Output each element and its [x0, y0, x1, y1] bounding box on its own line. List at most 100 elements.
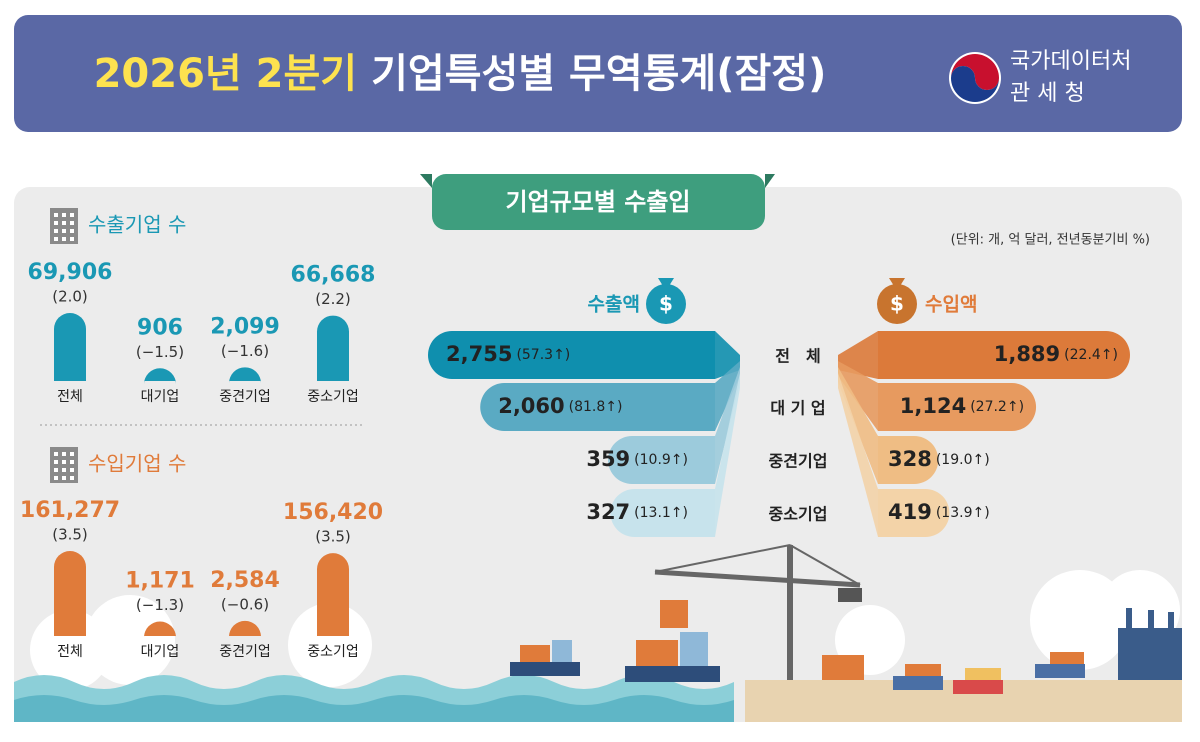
category-label: 대기업 [141, 644, 180, 660]
building-window [70, 213, 74, 217]
money-symbol: $ [659, 292, 673, 316]
unit-note: (단위: 개, 억 달러, 전년동분기비 %) [951, 233, 1150, 248]
import-funnel [838, 373, 878, 537]
import-bar [878, 383, 1037, 431]
building-window [54, 476, 58, 480]
building-window [70, 460, 74, 464]
building-window [70, 221, 74, 225]
import-bar [878, 489, 950, 537]
import-change: (13.9↑) [936, 505, 990, 521]
agency-2: 관 세 청 [1010, 81, 1085, 106]
import-change: (27.2↑) [970, 399, 1024, 415]
money-bag-top [658, 278, 674, 286]
import-change: (22.4↑) [1064, 347, 1118, 363]
export-change: (10.9↑) [634, 452, 688, 468]
export-change: (13.1↑) [634, 505, 688, 521]
money-bag [646, 284, 686, 324]
building-window [62, 229, 66, 233]
building-window [54, 237, 58, 241]
bar [144, 621, 176, 638]
building-window [70, 452, 74, 456]
value-label: 1,171 [125, 568, 195, 593]
import-value: 1,124 [900, 394, 966, 418]
change-label: (3.5) [315, 528, 351, 546]
building-window [62, 221, 66, 225]
money-symbol: $ [890, 292, 904, 316]
import-funnel [838, 367, 878, 484]
building-window [62, 468, 66, 472]
building-window [54, 460, 58, 464]
value-label: 66,668 [291, 263, 376, 288]
building-window [54, 221, 58, 225]
building-window [54, 213, 58, 217]
export-change: (57.3↑) [516, 347, 570, 363]
export-funnel [715, 367, 740, 484]
change-label: (3.5) [52, 526, 88, 544]
category-label: 중견기업 [219, 389, 271, 405]
export-label: 2,060 (81.8↑) [498, 394, 622, 418]
bar [54, 551, 86, 636]
export-bar [610, 489, 715, 537]
change-label: (2.2) [315, 290, 351, 308]
building-window [62, 452, 66, 456]
money-bag-top [889, 278, 905, 286]
category-label: 중소기업 [307, 644, 359, 660]
import-value: 1,889 [994, 342, 1060, 366]
bar [54, 313, 86, 381]
logo-red [951, 54, 999, 90]
section-title: 기업규모별 수출입 [506, 188, 691, 216]
bar [229, 367, 261, 384]
category-label: 전 체 [775, 347, 820, 366]
change-label: (−1.6) [221, 342, 269, 360]
panel-title: 수입기업 수 [88, 452, 186, 476]
import-funnel [838, 361, 878, 431]
export-label: 2,755 (57.3↑) [446, 342, 570, 366]
building-window [70, 476, 74, 480]
bar [317, 553, 349, 636]
category-label: 대 기 업 [770, 399, 825, 418]
building-window [62, 237, 66, 241]
import-label: 419 (13.9↑) [888, 500, 990, 524]
export-value: 327 [586, 500, 630, 524]
import-bar [878, 436, 939, 484]
value-label: 161,277 [20, 498, 120, 523]
tab-fold [420, 174, 432, 188]
change-label: (2.0) [52, 288, 88, 306]
bar [317, 315, 349, 381]
category-label: 전체 [57, 389, 83, 405]
import-label: 328 (19.0↑) [888, 447, 990, 471]
bar [229, 620, 261, 637]
building-window [62, 460, 66, 464]
import-value: 328 [888, 447, 932, 471]
scenery [14, 544, 1182, 722]
export-label: 327 (13.1↑) [586, 500, 688, 524]
import-bar [878, 331, 1130, 379]
panel-title: 수출기업 수 [88, 213, 186, 237]
building-window [54, 468, 58, 472]
logo-blue [951, 66, 999, 102]
export-value: 359 [586, 447, 630, 471]
import-value: 419 [888, 500, 932, 524]
tab-fold [765, 174, 775, 188]
export-value: 2,755 [446, 342, 512, 366]
bar [144, 368, 176, 385]
value-label: 2,584 [210, 568, 280, 593]
building-window [54, 452, 58, 456]
category-label: 중견기업 [219, 644, 271, 660]
building-window [54, 229, 58, 233]
category-label: 중견기업 [769, 452, 828, 471]
export-funnel [715, 373, 740, 537]
export-value: 2,060 [498, 394, 564, 418]
change-label: (−1.3) [136, 596, 184, 614]
building-window [70, 229, 74, 233]
money-bag [877, 284, 917, 324]
import-change: (19.0↑) [936, 452, 990, 468]
title-main: 기업특성별 무역통계(잠정) [371, 51, 826, 97]
export-bar [480, 383, 715, 431]
agency-1: 국가데이터처 [1010, 49, 1131, 74]
section-tab [432, 174, 765, 230]
building-window [70, 237, 74, 241]
value-label: 69,906 [28, 260, 113, 285]
export-funnel [715, 361, 740, 431]
